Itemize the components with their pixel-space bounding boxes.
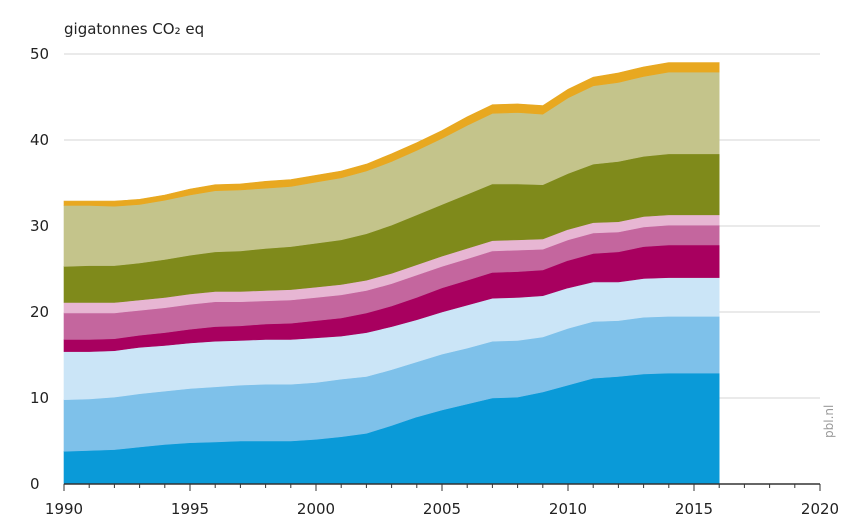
y-tick-label-40: 40 [30, 131, 49, 149]
x-tick-label-2010: 2010 [549, 500, 587, 518]
y-axis-unit-label: gigatonnes CO₂ eq [64, 20, 205, 38]
x-tick-label-1995: 1995 [171, 500, 209, 518]
y-tick-label-50: 50 [30, 45, 49, 63]
y-tick-label-0: 0 [30, 475, 40, 493]
y-tick-label-10: 10 [30, 389, 49, 407]
y-tick-label-30: 30 [30, 217, 49, 235]
x-tick-label-2000: 2000 [297, 500, 335, 518]
x-tick-label-2005: 2005 [423, 500, 461, 518]
x-tick-label-2015: 2015 [675, 500, 713, 518]
y-tick-label-20: 20 [30, 303, 49, 321]
x-tick-label-1990: 1990 [45, 500, 83, 518]
area-series-9 [63, 62, 720, 207]
source-credit: pbl.nl [822, 404, 836, 438]
x-tick-label-2020: 2020 [801, 500, 839, 518]
